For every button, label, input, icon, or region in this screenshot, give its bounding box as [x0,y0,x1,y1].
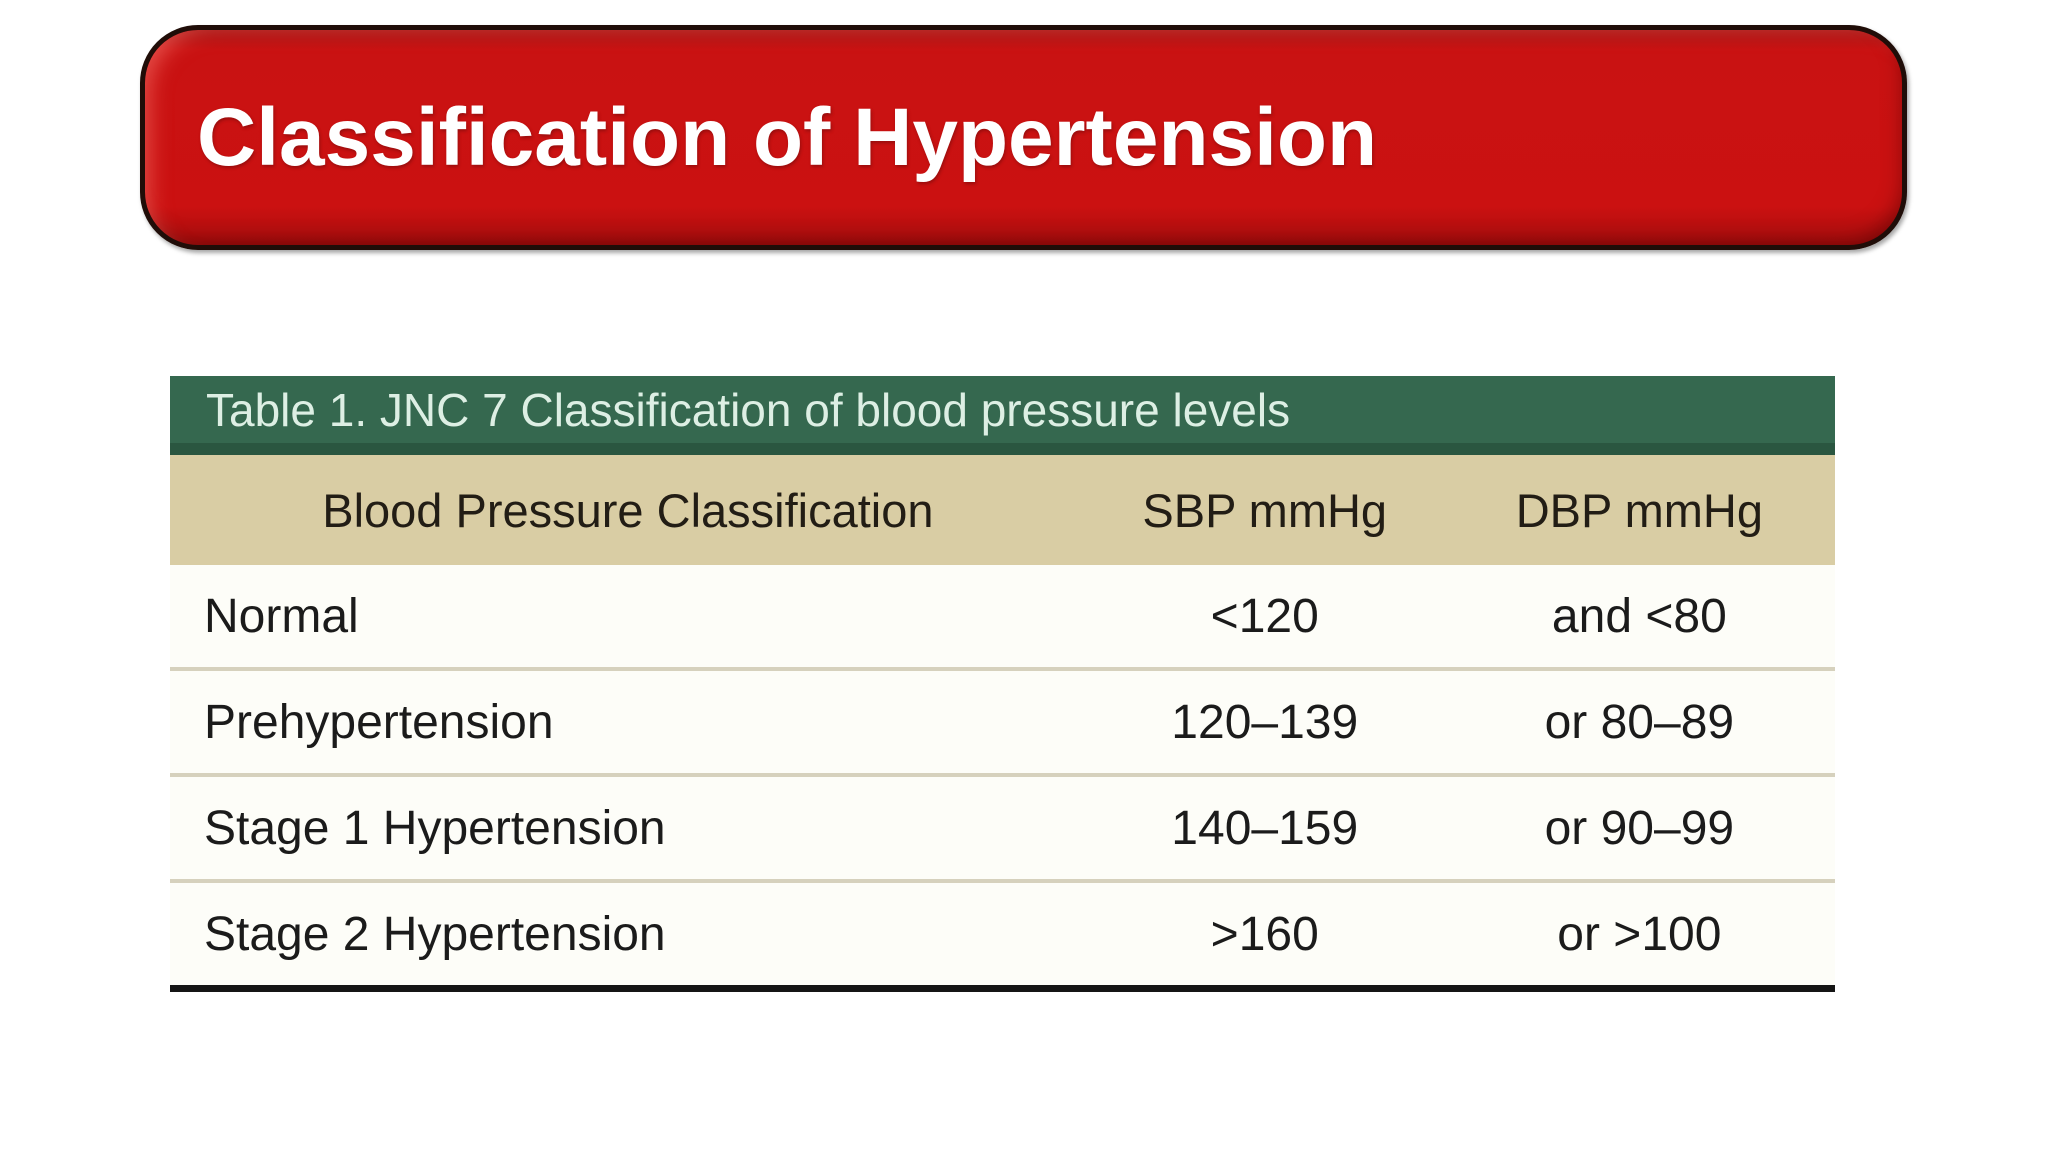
row-classification: Stage 1 Hypertension [204,801,666,855]
row-classification: Normal [204,589,359,643]
row-dbp-value: and <80 [1551,589,1727,643]
table-row: Prehypertension 120–139 or 80–89 [170,667,1835,773]
table-row: Stage 1 Hypertension 140–159 or 90–99 [170,773,1835,879]
row-dbp-value: or 80–89 [1544,695,1735,749]
table-row: Normal <120 and <80 [170,565,1835,667]
table-row: Stage 2 Hypertension >160 or >100 [170,879,1835,985]
row-dbp-value: or 90–99 [1544,801,1735,855]
row-sbp-value: <120 [1210,589,1319,643]
row-classification: Prehypertension [204,695,554,749]
row-classification: Stage 2 Hypertension [204,907,666,961]
title-banner: Classification of Hypertension [140,25,1907,250]
table-header-row: Blood Pressure Classification SBP mmHg D… [170,455,1835,565]
row-sbp-value: 120–139 [1171,695,1359,749]
row-sbp-value: >160 [1210,907,1319,961]
column-header-classification: Blood Pressure Classification [322,483,934,537]
table-bottom-rule [170,985,1835,992]
column-header-dbp: DBP mmHg [1515,483,1763,537]
slide-title: Classification of Hypertension [197,91,1378,183]
blood-pressure-table: Table 1. JNC 7 Classification of blood p… [170,376,1835,992]
row-dbp-value: or >100 [1557,907,1722,961]
column-header-sbp: SBP mmHg [1142,483,1388,537]
table-caption: Table 1. JNC 7 Classification of blood p… [170,376,1835,455]
row-sbp-value: 140–159 [1171,801,1359,855]
